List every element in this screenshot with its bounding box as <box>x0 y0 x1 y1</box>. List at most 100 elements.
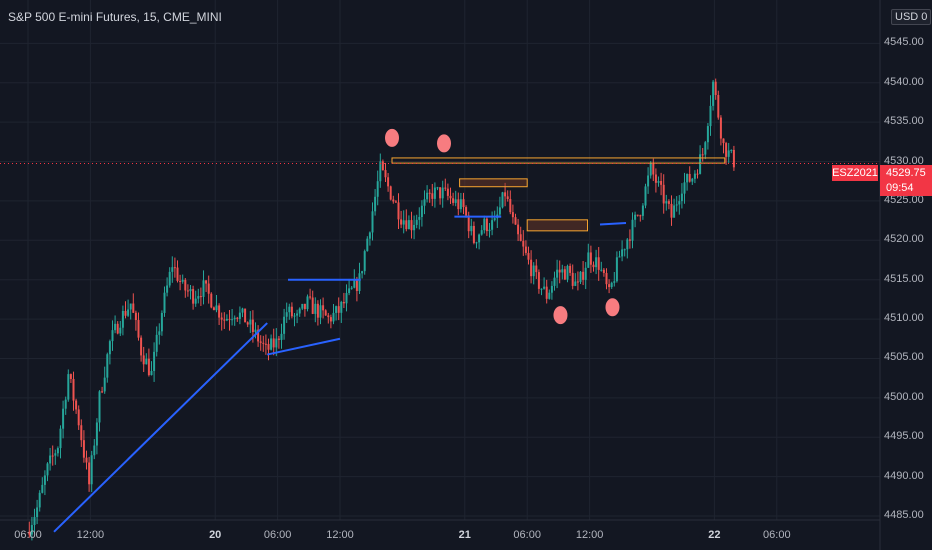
candle-body <box>158 331 161 335</box>
candle-body <box>563 269 566 280</box>
candle-body <box>67 374 70 400</box>
candle-body <box>277 338 280 340</box>
time-tick-label: 21 <box>458 529 471 541</box>
candle-body <box>166 285 169 293</box>
candle-body <box>381 161 384 171</box>
candle-body <box>662 184 665 204</box>
price-tick-label: 4530.00 <box>884 154 924 167</box>
candle-body <box>366 238 369 252</box>
candle-body <box>446 188 449 196</box>
candle-body <box>251 319 254 333</box>
candle-body <box>470 225 473 232</box>
candle-body <box>280 333 283 340</box>
candle-body <box>410 220 413 231</box>
price-tick-label: 4545.00 <box>884 36 924 49</box>
candle-body <box>69 374 72 379</box>
candle-body <box>725 143 728 157</box>
candle-body <box>49 455 52 464</box>
candle-body <box>485 218 488 232</box>
candle-body <box>95 422 98 446</box>
candle-body <box>127 309 130 316</box>
candle-body <box>335 306 338 313</box>
candle-body <box>704 142 707 155</box>
candle-body <box>415 219 418 225</box>
bar-countdown-tag: 09:54 <box>880 181 932 196</box>
candle-body <box>290 306 293 317</box>
candle-body <box>173 267 176 269</box>
candle-body <box>402 220 405 225</box>
pivot-marker <box>437 134 451 153</box>
candle-body <box>413 224 416 231</box>
candle-body <box>582 271 585 280</box>
candle-body <box>30 525 33 535</box>
candle-body <box>457 199 460 210</box>
candle-body <box>498 207 501 215</box>
candle-body <box>176 267 179 281</box>
candle-body <box>311 297 314 314</box>
candle-body <box>376 181 379 197</box>
currency-label: USD <box>895 11 919 23</box>
candle-body <box>189 289 192 292</box>
candle-body <box>220 317 223 320</box>
candle-body <box>324 310 327 316</box>
candle-body <box>93 445 96 456</box>
candle-body <box>657 181 660 183</box>
candle-body <box>33 517 36 526</box>
candle-body <box>696 173 699 175</box>
candle-body <box>236 317 239 319</box>
candle-body <box>119 327 122 334</box>
candle-body <box>519 234 522 241</box>
candle-body <box>244 308 247 323</box>
candle-body <box>329 317 332 322</box>
candle-body <box>181 279 184 282</box>
candle-body <box>452 198 455 203</box>
candle-body <box>314 303 317 314</box>
candle-body <box>124 310 127 316</box>
candle-body <box>262 342 265 344</box>
candle-body <box>488 229 491 232</box>
candle-body <box>584 267 587 280</box>
candle-body <box>678 201 681 205</box>
time-tick-label: 06:00 <box>513 529 541 541</box>
trendline <box>266 337 341 356</box>
candle-body <box>665 201 668 204</box>
candle-body <box>550 285 553 293</box>
candle-body <box>686 173 689 183</box>
candle-body <box>618 256 621 258</box>
candle-body <box>589 252 592 265</box>
candle-body <box>259 341 262 343</box>
candle-body <box>363 251 366 272</box>
candle-body <box>293 315 296 317</box>
candle-body <box>56 448 59 454</box>
candle-body <box>644 186 647 206</box>
candle-body <box>639 215 642 217</box>
candle-body <box>254 329 257 333</box>
candle-body <box>264 343 267 345</box>
candle-body <box>80 425 83 441</box>
candle-body <box>423 199 426 206</box>
price-tick-label: 4485.00 <box>884 509 924 522</box>
candle-body <box>218 305 221 318</box>
candle-body <box>517 224 520 235</box>
candle-body <box>134 312 137 321</box>
candle-body <box>238 312 241 319</box>
candle-body <box>626 239 629 250</box>
candle-body <box>730 149 733 151</box>
candle-body <box>478 234 481 243</box>
currency-selector[interactable]: USD 0 <box>891 9 932 25</box>
candle-body <box>553 277 556 286</box>
symbol-price-tag: ESZ2021 <box>832 165 878 181</box>
candle-body <box>267 343 270 350</box>
candle-body <box>101 391 104 393</box>
candle-body <box>634 214 637 220</box>
candle-body <box>322 305 325 311</box>
candle-body <box>722 138 725 144</box>
candle-body <box>649 163 652 176</box>
price-tick-label: 4510.00 <box>884 312 924 325</box>
candle-body <box>38 492 41 508</box>
candle-body <box>683 182 686 194</box>
candle-body <box>111 330 114 342</box>
candle-body <box>566 265 569 280</box>
